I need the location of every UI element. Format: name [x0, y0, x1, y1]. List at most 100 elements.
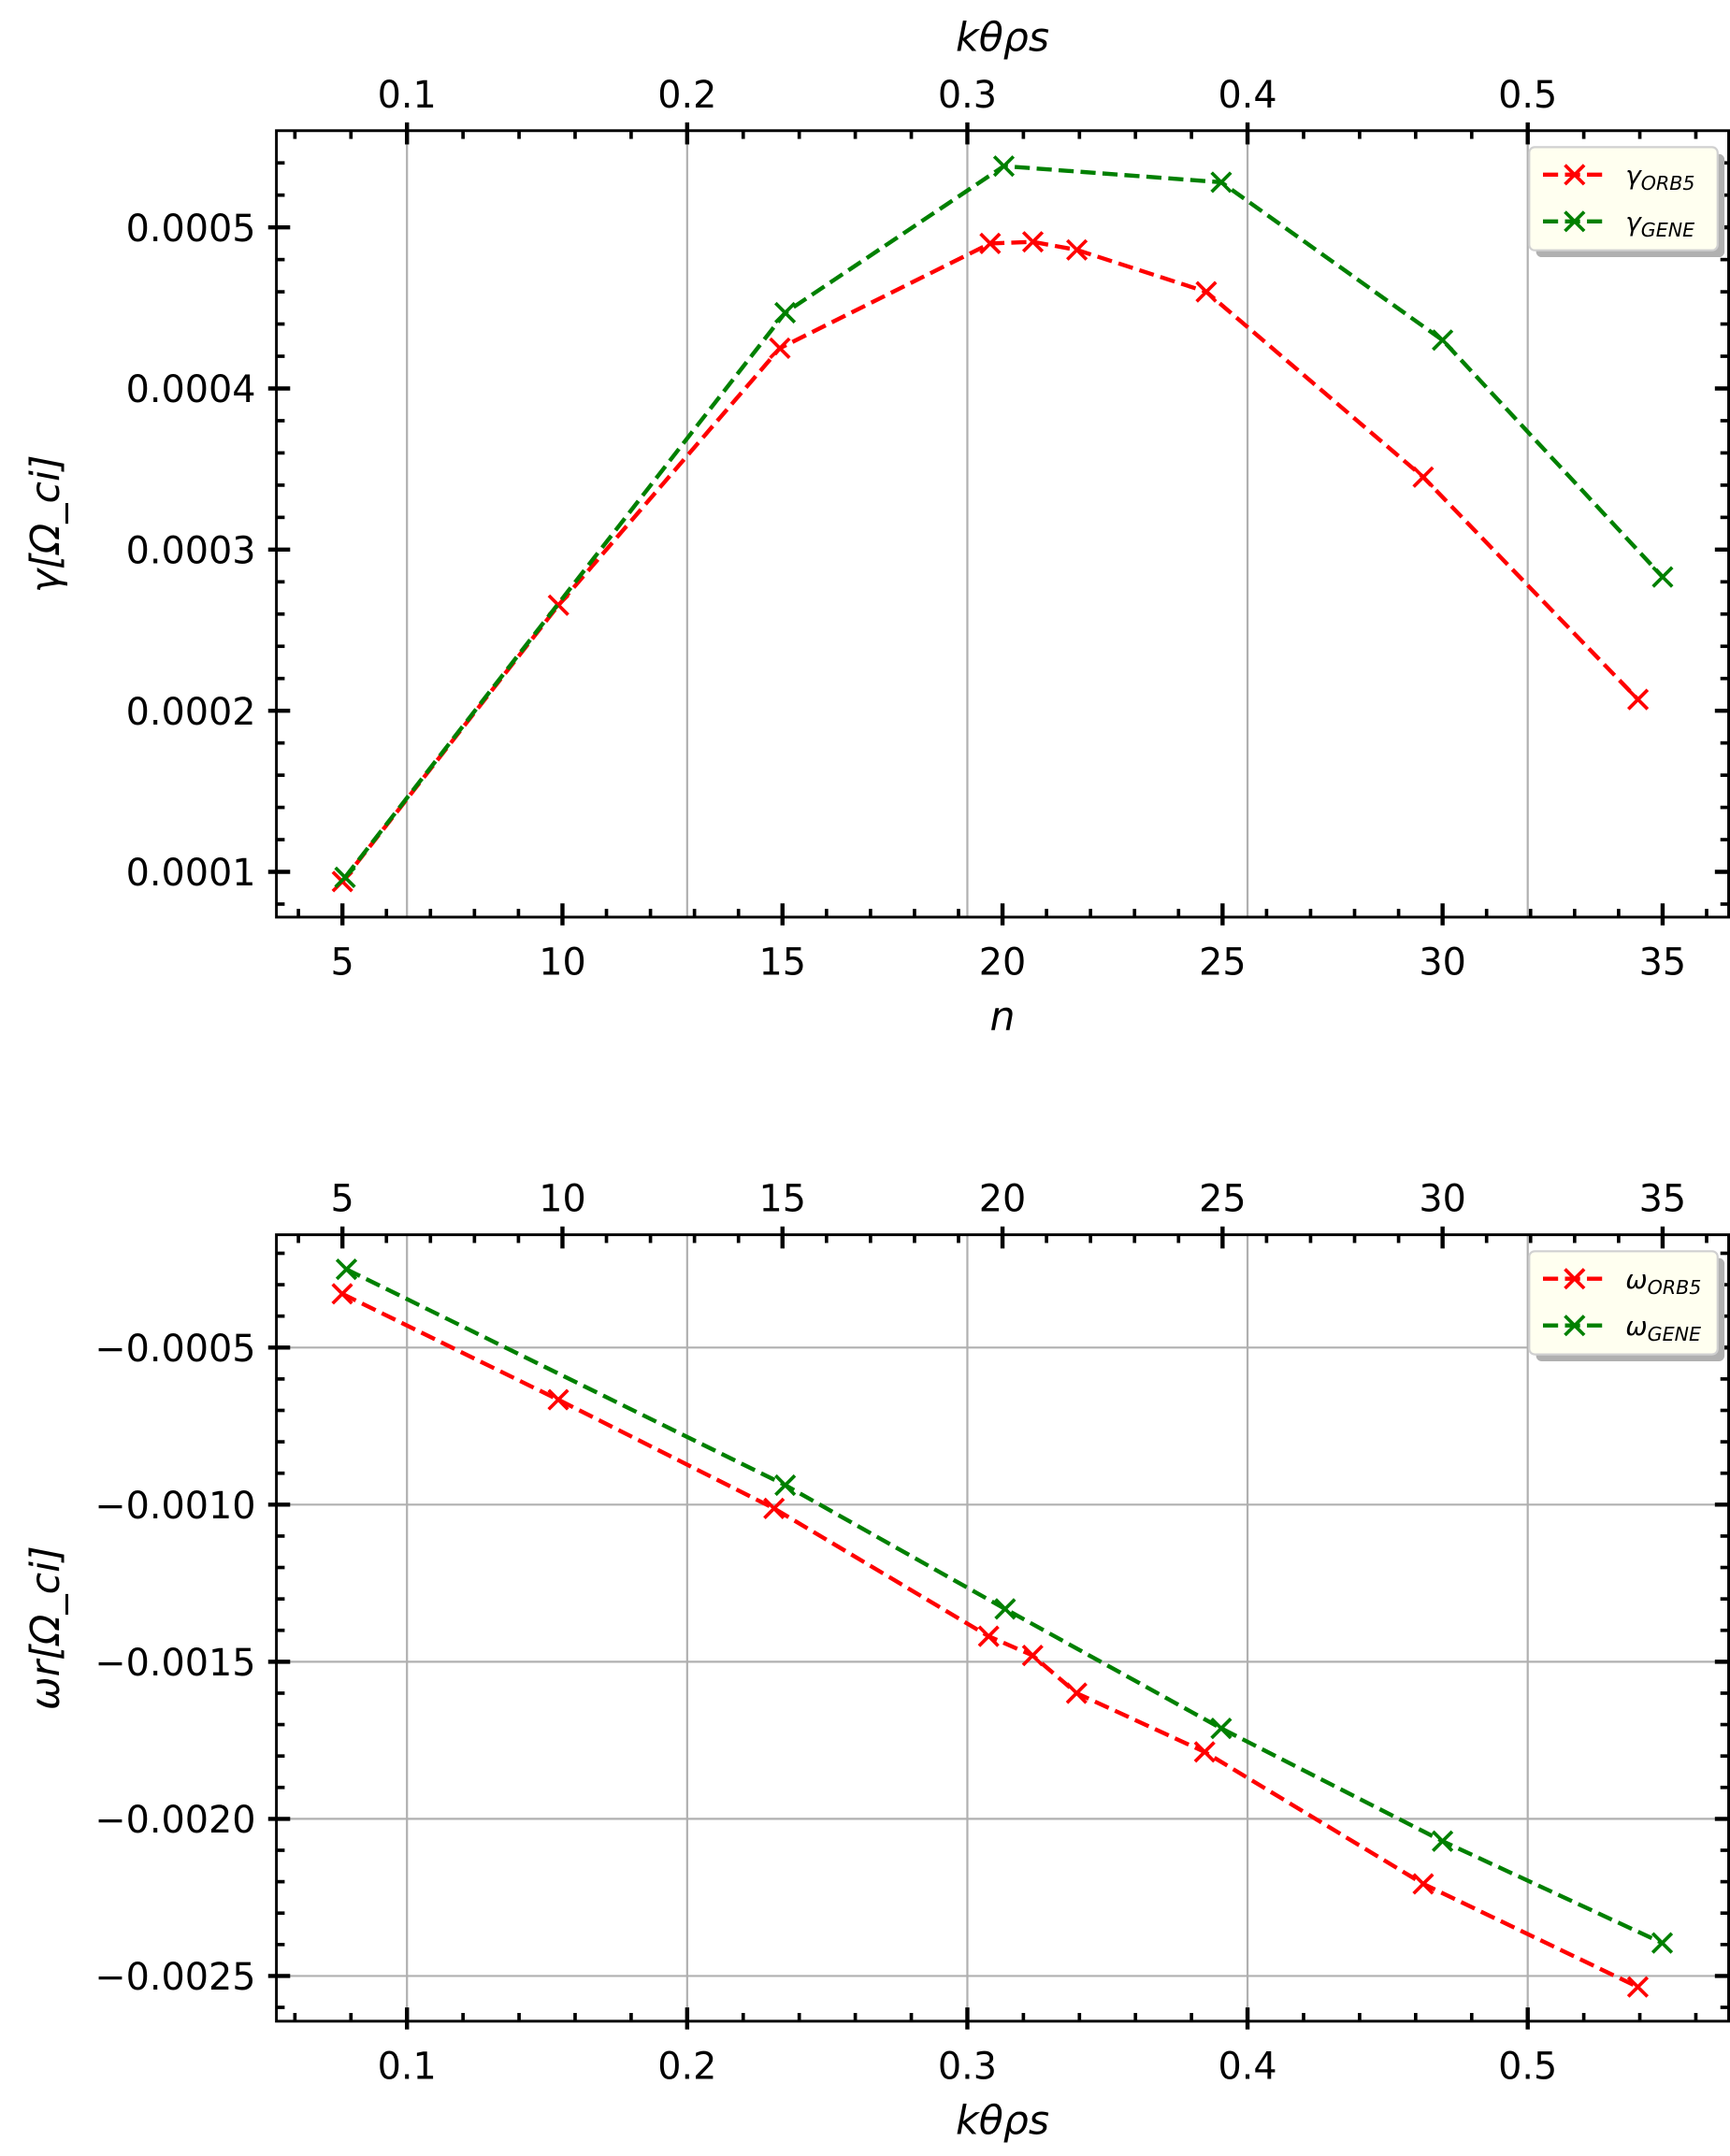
top-x-tick-label: 0.2 — [657, 74, 716, 117]
x-axis-label: n — [990, 994, 1016, 1041]
x-tick-label: 0.2 — [657, 2046, 716, 2089]
top-x-tick-label: 0.5 — [1498, 74, 1557, 117]
y-axis-label: ωr[Ω_ci] — [22, 1545, 69, 1710]
legend-label: γGENE — [1625, 207, 1694, 241]
data-point-marker — [769, 337, 791, 360]
marker-stroke — [1626, 1976, 1650, 1998]
data-point-marker — [1651, 1932, 1674, 1954]
legend-label: γORB5 — [1625, 160, 1694, 194]
data-point-marker — [1195, 280, 1218, 303]
top-x-axis-label: kθρs — [956, 14, 1049, 61]
data-point-marker — [547, 1388, 569, 1411]
x-axis-label: kθρs — [956, 2097, 1049, 2144]
x-tick-label: 30 — [1419, 941, 1466, 985]
top-x-tick-label: 35 — [1639, 1178, 1687, 1221]
data-point-marker — [994, 1598, 1016, 1620]
chart-2: 0.1 0.2 0.3 0.4 0.5 5 10 15 20 25 30 35 −0.0005 −0.00… — [22, 1178, 1730, 2144]
data-point-marker — [992, 155, 1016, 178]
y-tick-label: −0.0020 — [94, 1799, 255, 1842]
legend-marker — [1564, 1315, 1586, 1337]
data-point-marker — [1065, 1682, 1088, 1704]
marker-stroke — [773, 301, 797, 324]
data-point-marker — [1021, 231, 1045, 253]
top-x-tick-label: 0.4 — [1218, 74, 1277, 117]
legend-marker — [1564, 1268, 1586, 1290]
marker-stroke — [1210, 171, 1233, 194]
data-point-marker — [1651, 566, 1674, 588]
y-tick-label: 0.0004 — [126, 368, 256, 411]
data-point-marker — [1432, 329, 1454, 352]
data-point-marker — [1210, 171, 1233, 194]
x-tick-label: 25 — [1199, 941, 1247, 985]
marker-stroke — [334, 866, 356, 888]
data-point-marker — [1626, 1976, 1650, 1998]
legend-label: ωORB5 — [1625, 1264, 1701, 1299]
marker-stroke — [763, 1497, 786, 1519]
data-point-marker — [1210, 1718, 1233, 1740]
y-tick-label: −0.0015 — [94, 1642, 255, 1685]
top-x-tick-label: 30 — [1419, 1178, 1466, 1221]
marker-stroke — [769, 337, 791, 360]
y-tick-label: −0.0005 — [94, 1328, 255, 1371]
data-point-marker — [1412, 466, 1434, 488]
marker-stroke — [1412, 466, 1434, 488]
x-tick-label: 10 — [539, 941, 586, 985]
series-line-gene — [343, 164, 1665, 879]
marker-stroke — [1210, 1718, 1233, 1740]
marker-stroke — [1065, 1682, 1088, 1704]
x-tick-label: 0.5 — [1498, 2046, 1557, 2089]
data-point-marker — [334, 866, 356, 888]
marker-stroke — [994, 1598, 1016, 1620]
legend-marker — [1564, 210, 1586, 233]
x-tick-label: 0.3 — [938, 2046, 997, 2089]
series-line-gene — [345, 1267, 1664, 1946]
marker-stroke — [1432, 329, 1454, 352]
y-tick-label: 0.0002 — [126, 691, 256, 734]
top-x-tick-label: 25 — [1199, 1178, 1247, 1221]
y-tick-label: 0.0001 — [126, 852, 256, 895]
marker-stroke — [1193, 1741, 1216, 1763]
x-tick-label: 20 — [979, 941, 1027, 985]
marker-stroke — [1626, 688, 1650, 711]
marker-stroke — [1065, 238, 1088, 261]
marker-stroke — [1651, 566, 1674, 588]
top-x-tick-label: 20 — [979, 1178, 1027, 1221]
marker-stroke — [331, 1283, 353, 1305]
y-tick-label: −0.0025 — [94, 1956, 255, 1999]
plot-frame — [275, 129, 1730, 919]
x-tick-label: 35 — [1639, 941, 1687, 985]
plot-frame — [275, 1233, 1730, 2023]
x-tick-label: 0.1 — [378, 2046, 437, 2089]
chart-1: 5 10 15 20 25 30 35 0.1 0.2 0.3 0.4 0.5 0.0001 0.0002… — [22, 14, 1730, 1041]
y-tick-label: 0.0003 — [126, 530, 256, 573]
data-point-marker — [763, 1497, 786, 1519]
data-point-marker — [335, 1258, 358, 1281]
data-point-marker — [1021, 1645, 1044, 1667]
data-point-marker — [1193, 1741, 1216, 1763]
data-point-marker — [331, 1283, 353, 1305]
data-point-marker — [773, 301, 797, 324]
marker-stroke — [992, 155, 1016, 178]
data-point-marker — [1432, 1830, 1454, 1852]
data-point-marker — [977, 1625, 1000, 1647]
series-line-orb5 — [340, 239, 1640, 884]
marker-stroke — [1195, 280, 1218, 303]
marker-stroke — [979, 232, 1002, 254]
top-x-tick-label: 10 — [539, 1178, 586, 1221]
x-tick-label: 15 — [759, 941, 807, 985]
marker-stroke — [1021, 1645, 1044, 1667]
x-tick-label: 0.4 — [1218, 2046, 1277, 2089]
marker-stroke — [1651, 1932, 1674, 1954]
data-point-marker — [1065, 238, 1088, 261]
marker-stroke — [1021, 231, 1045, 253]
data-point-marker — [1412, 1873, 1434, 1895]
top-x-tick-label: 0.1 — [378, 74, 437, 117]
top-x-tick-label: 15 — [759, 1178, 807, 1221]
marker-stroke — [1432, 1830, 1454, 1852]
x-tick-label: 5 — [331, 941, 354, 985]
marker-stroke — [977, 1625, 1000, 1647]
marker-stroke — [335, 1258, 358, 1281]
data-point-marker — [1626, 688, 1650, 711]
top-x-tick-label: 0.3 — [938, 74, 997, 117]
